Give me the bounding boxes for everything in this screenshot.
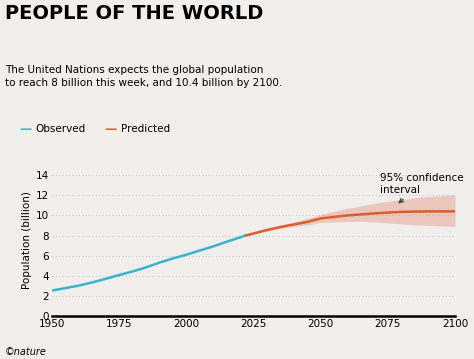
Text: The United Nations expects the global population
to reach 8 billion this week, a: The United Nations expects the global po… [5,65,282,88]
Text: —: — [19,123,31,136]
Y-axis label: Population (billion): Population (billion) [22,192,32,289]
Text: 95% confidence
interval: 95% confidence interval [380,173,464,203]
Text: ©nature: ©nature [5,347,46,357]
Text: Predicted: Predicted [121,124,170,134]
Text: Observed: Observed [36,124,86,134]
Text: PEOPLE OF THE WORLD: PEOPLE OF THE WORLD [5,4,263,23]
Text: —: — [104,123,117,136]
